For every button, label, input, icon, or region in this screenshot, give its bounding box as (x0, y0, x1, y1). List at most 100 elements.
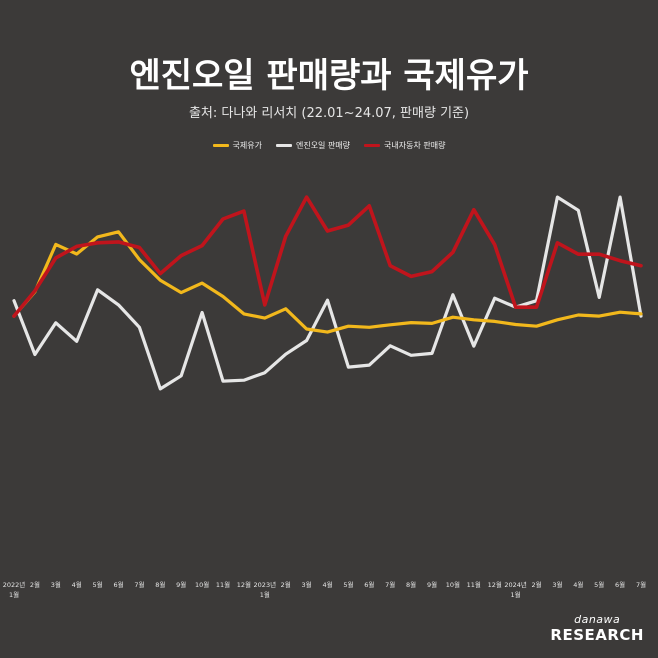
data-point-1-7 (159, 388, 162, 390)
data-point-0-22 (473, 319, 475, 321)
data-point-1-28 (598, 296, 600, 299)
data-point-2-26 (556, 242, 559, 244)
data-point-0-30 (640, 313, 642, 315)
data-point-0-18 (389, 324, 392, 326)
data-point-1-0 (13, 299, 15, 302)
x-tick-label: 2023년 (254, 580, 277, 589)
legend-label-engine-oil-sales: 엔진오일 판매량 (295, 141, 351, 150)
series-2 (12, 195, 643, 318)
data-point-2-19 (410, 275, 412, 278)
legend-item-oil-price: 국제유가 (212, 140, 262, 151)
data-point-1-11 (243, 379, 245, 382)
data-point-2-0 (13, 315, 15, 317)
page-subtitle: 출처: 다나와 리서치 (22.01~24.07, 판매량 기준) (188, 106, 470, 121)
data-point-0-7 (159, 279, 162, 282)
data-point-0-3 (75, 253, 78, 255)
data-point-1-17 (368, 364, 371, 366)
x-tick-label: 11월 (467, 580, 481, 589)
legend-item-car-sales: 국내자동차 판매량 (364, 140, 445, 151)
data-point-2-4 (96, 242, 99, 244)
data-point-2-21 (452, 251, 454, 254)
data-point-2-1 (34, 290, 36, 292)
data-point-0-25 (535, 325, 538, 328)
data-point-2-20 (431, 270, 433, 273)
x-tick-label: 9월 (427, 580, 437, 589)
data-point-1-18 (389, 345, 392, 347)
data-point-2-11 (243, 210, 245, 212)
data-point-0-10 (222, 295, 224, 298)
x-tick-label: 2024년 (504, 580, 527, 589)
legend-item-engine-oil-sales: 엔진오일 판매량 (275, 140, 351, 151)
data-point-1-14 (305, 339, 308, 342)
data-point-1-29 (619, 196, 621, 198)
data-point-2-15 (326, 230, 329, 232)
data-point-0-8 (180, 291, 182, 294)
x-tick-label: 6월 (615, 580, 625, 589)
data-point-0-11 (243, 313, 245, 315)
data-point-2-2 (55, 257, 57, 259)
x-tick-label-line2: 1월 (260, 590, 270, 599)
x-tick-label: 3월 (51, 580, 61, 589)
data-point-1-9 (201, 311, 203, 314)
data-point-0-5 (117, 231, 120, 233)
x-tick-label: 4월 (573, 580, 583, 589)
data-point-2-23 (493, 243, 496, 246)
legend-swatch-oil-price (212, 144, 229, 147)
data-point-1-1 (34, 353, 36, 356)
x-tick-label-line2: 1월 (9, 590, 19, 599)
legend-swatch-engine-oil-sales (275, 144, 292, 147)
data-point-1-22 (473, 345, 475, 347)
data-point-1-10 (222, 380, 224, 382)
data-point-2-16 (347, 224, 350, 226)
data-point-0-15 (326, 331, 329, 333)
x-tick-label: 8월 (406, 580, 416, 589)
x-tick-label: 2월 (531, 580, 541, 589)
x-tick-label: 12월 (237, 580, 251, 589)
data-point-0-24 (514, 323, 517, 326)
data-point-1-21 (452, 294, 454, 296)
data-point-1-5 (117, 304, 120, 306)
x-tick-label: 10월 (195, 580, 209, 589)
data-point-2-6 (138, 246, 141, 249)
x-tick-label: 3월 (552, 580, 562, 589)
data-point-2-17 (368, 205, 371, 207)
x-tick-label: 5월 (594, 580, 604, 589)
data-point-2-22 (473, 208, 475, 211)
x-tick-label: 8월 (155, 580, 165, 589)
data-point-0-16 (347, 325, 350, 328)
series-1 (12, 195, 643, 391)
series-line-1 (12, 195, 643, 391)
data-point-1-20 (431, 352, 433, 355)
data-point-1-26 (556, 196, 559, 198)
data-point-0-27 (577, 314, 580, 316)
data-point-0-2 (55, 243, 57, 246)
x-tick-label: 12월 (488, 580, 502, 589)
data-point-1-8 (180, 375, 182, 377)
chart-legend: 국제유가 엔진오일 판매량 국내자동차 판매량 (0, 140, 658, 151)
data-point-1-15 (326, 299, 329, 302)
page-title: 엔진오일 판매량과 국제유가 (129, 56, 529, 96)
data-point-1-23 (493, 297, 496, 300)
data-point-0-6 (138, 258, 141, 261)
data-point-0-19 (410, 321, 412, 324)
data-point-1-13 (284, 353, 287, 356)
x-tick-label: 4월 (322, 580, 332, 589)
x-tick-label: 2월 (281, 580, 291, 589)
x-tick-label: 11월 (216, 580, 230, 589)
data-point-2-14 (305, 196, 308, 198)
data-point-1-6 (138, 326, 141, 329)
data-point-2-29 (619, 259, 621, 262)
data-point-2-13 (284, 235, 287, 238)
x-tick-label: 2월 (30, 580, 40, 589)
x-tick-label: 2022년 (3, 580, 26, 589)
data-point-0-26 (556, 319, 559, 321)
brand-logo: danawa RESEARCH (550, 613, 644, 644)
data-point-2-25 (535, 306, 538, 309)
data-point-0-28 (598, 315, 600, 317)
x-tick-label: 6월 (113, 580, 123, 589)
legend-label-car-sales: 국내자동차 판매량 (384, 141, 446, 150)
data-point-0-4 (96, 236, 99, 238)
data-point-2-28 (598, 253, 600, 255)
data-point-2-3 (75, 245, 78, 248)
